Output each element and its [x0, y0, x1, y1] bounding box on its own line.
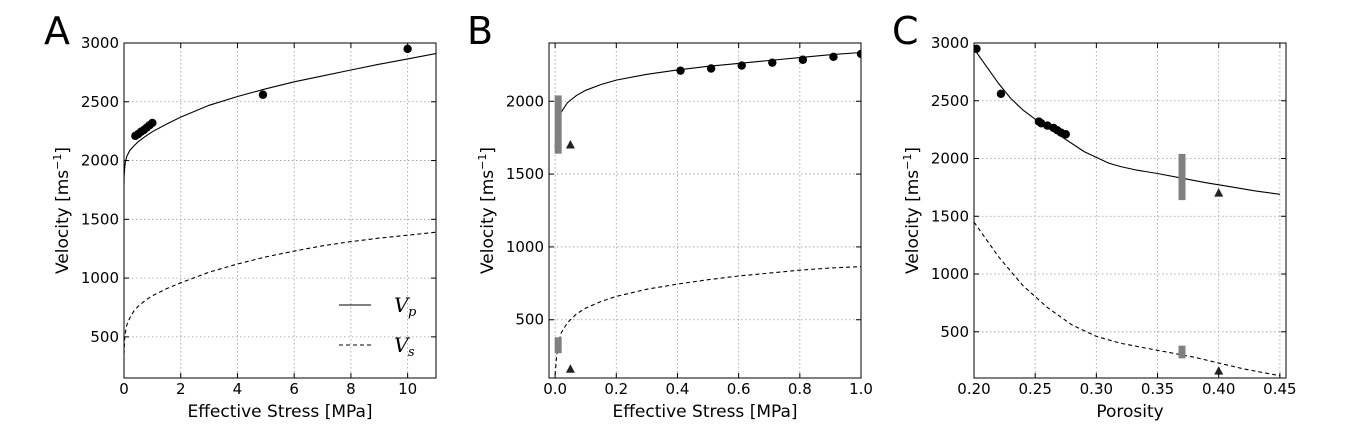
series-Vs-line	[554, 266, 861, 376]
x-tick-label: 0.20	[957, 380, 990, 398]
axes-frame	[548, 42, 862, 379]
x-tick-label: 1.0	[849, 380, 873, 398]
series-Vp-line	[124, 53, 436, 186]
x-tick-label: 4	[233, 380, 243, 398]
x-axis-label: Effective Stress [MPa]	[187, 402, 372, 422]
data-point	[258, 90, 268, 99]
triangle-point	[565, 139, 575, 149]
legend-label: V	[394, 333, 411, 357]
data-point	[148, 118, 157, 128]
y-tick-label: 3000	[81, 34, 119, 52]
x-tick-label: 0.45	[1263, 380, 1296, 398]
y-tick-label: 1500	[931, 207, 969, 225]
data-point	[768, 58, 777, 67]
data-point	[1061, 130, 1070, 139]
y-axis-label-main: Velocity [ms	[53, 170, 73, 274]
y-tick-label: 500	[940, 323, 969, 341]
y-tick-label: 500	[90, 328, 119, 346]
y-tick-label: 1000	[506, 238, 544, 256]
range-bar	[1178, 345, 1186, 359]
range-bar	[1178, 153, 1186, 201]
y-axis-label-exp: −1	[901, 154, 914, 170]
y-axis-label-end: ]	[478, 147, 498, 154]
series-Vs-line	[124, 231, 436, 355]
x-axis-label: Porosity	[1096, 402, 1163, 422]
data-point	[996, 89, 1006, 99]
x-axis-label: Effective Stress [MPa]	[612, 402, 797, 422]
x-tick-label: 0.30	[1080, 380, 1113, 398]
data-point	[737, 61, 746, 70]
x-tick-label: 0.40	[1202, 380, 1235, 398]
y-axis-label-main: Velocity [ms	[478, 170, 498, 274]
axes-frame	[123, 42, 437, 379]
series-Vp-line	[974, 48, 1280, 195]
panel-B: 0.0 0.2 0.4 0.6 0.8 1.0 500 1000 1500 2000 Effecti…	[467, 9, 873, 422]
x-tick-label: 10	[398, 380, 417, 398]
y-tick-label: 2000	[506, 92, 544, 110]
data-point	[798, 55, 808, 64]
y-tick-label: 1000	[81, 269, 119, 287]
plot-area	[974, 44, 1281, 377]
x-tick-label: 0.2	[604, 380, 628, 398]
data-point	[676, 66, 685, 75]
x-tick-label: 0.35	[1141, 380, 1174, 398]
y-axis-label: Velocity [ms−1]	[476, 147, 498, 274]
x-tick-label: 6	[289, 380, 299, 398]
y-tick-label: 1500	[506, 165, 544, 183]
data-point	[974, 44, 981, 53]
data-point	[403, 44, 412, 54]
x-tick-label: 0.6	[727, 380, 751, 398]
y-tick-label: 2000	[931, 150, 969, 168]
data-point	[829, 52, 838, 62]
y-tick-label: 500	[515, 311, 544, 329]
legend-sub: s	[408, 345, 415, 360]
y-axis-label-end: ]	[53, 147, 73, 154]
range-bar	[554, 337, 562, 354]
y-tick-label: 2000	[81, 152, 119, 170]
data-point	[856, 49, 861, 59]
y-axis-label: Velocity [ms−1]	[51, 147, 73, 274]
plot-area	[124, 44, 436, 355]
panel-label: B	[467, 9, 493, 53]
y-tick-label: 2500	[81, 93, 119, 111]
x-tick-label: 2	[176, 380, 186, 398]
range-bar	[554, 95, 562, 154]
x-tick-label: 0.0	[543, 380, 567, 398]
y-axis-label-exp: −1	[51, 154, 64, 170]
triangle-point	[565, 364, 575, 373]
x-tick-label: 0.4	[666, 380, 690, 398]
y-axis-label-main: Velocity [ms	[903, 170, 923, 274]
y-axis-label-end: ]	[903, 147, 923, 154]
legend-sub: p	[408, 305, 417, 320]
axes-frame	[973, 42, 1287, 379]
y-axis-label: Velocity [ms−1]	[901, 147, 923, 274]
panel-label: A	[44, 9, 70, 53]
y-tick-label: 1000	[931, 265, 969, 283]
triangle-point	[1214, 366, 1224, 375]
panel-label: C	[892, 9, 919, 53]
panel-C: 0.20 0.25 0.30 0.35 0.40 0.45 500 1000 1500 2000 2…	[892, 9, 1297, 422]
y-tick-label: 2500	[931, 92, 969, 110]
panel-A: 0 2 4 6 8 10 500 1000 1500 2000 2500 3000 Effective …	[44, 9, 437, 422]
data-point	[706, 64, 716, 73]
x-tick-label: 8	[346, 380, 356, 398]
plot-area	[554, 49, 861, 376]
x-tick-label: 0	[119, 380, 129, 398]
triangle-point	[1214, 188, 1224, 197]
x-tick-label: 0.25	[1018, 380, 1051, 398]
x-tick-label: 0.8	[788, 380, 812, 398]
y-tick-label: 3000	[931, 34, 969, 52]
y-tick-label: 1500	[81, 210, 119, 228]
series-Vs-line	[974, 221, 1281, 377]
legend-label: V	[394, 293, 411, 317]
y-axis-label-exp: −1	[476, 154, 489, 170]
